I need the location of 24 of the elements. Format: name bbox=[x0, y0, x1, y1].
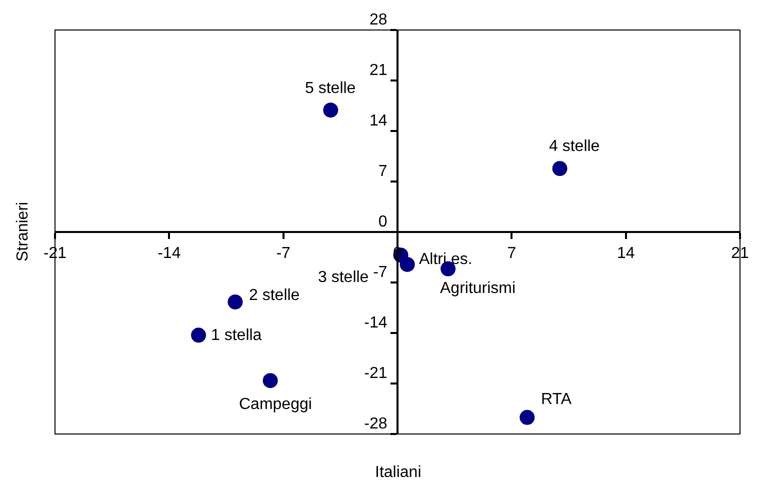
x-tick-label: -14 bbox=[158, 245, 181, 262]
y-tick-label: 0 bbox=[378, 214, 388, 231]
y-tick-label: -28 bbox=[364, 416, 388, 433]
annotation: 4 stelle bbox=[549, 138, 600, 155]
annotation: Campeggi bbox=[239, 396, 312, 413]
x-axis-title: Italiani bbox=[375, 464, 422, 481]
annotation: 1 stella bbox=[211, 327, 262, 344]
annotation: Agriturismi bbox=[440, 280, 516, 297]
y-tick-label: -7 bbox=[373, 264, 388, 282]
y-tick-label: 7 bbox=[378, 163, 388, 180]
y-tick-label: 21 bbox=[370, 62, 388, 80]
annotation: 3 stelle bbox=[318, 269, 369, 286]
y-tick-label: -14 bbox=[364, 314, 388, 332]
x-tick-label: 14 bbox=[616, 245, 635, 262]
y-tick-label: 28 bbox=[370, 12, 388, 29]
annotation: 2 stelle bbox=[249, 287, 300, 304]
annotation: 5 stelle bbox=[305, 80, 356, 97]
annotation: RTA bbox=[541, 391, 572, 408]
y-axis-title: Stranieri bbox=[14, 202, 32, 262]
x-tick-label: -7 bbox=[276, 245, 291, 262]
x-tick-label: 7 bbox=[507, 245, 516, 262]
annotation: Altri es. bbox=[419, 251, 472, 268]
y-tick-label: -21 bbox=[364, 365, 388, 382]
y-tick-label: 14 bbox=[370, 112, 388, 130]
